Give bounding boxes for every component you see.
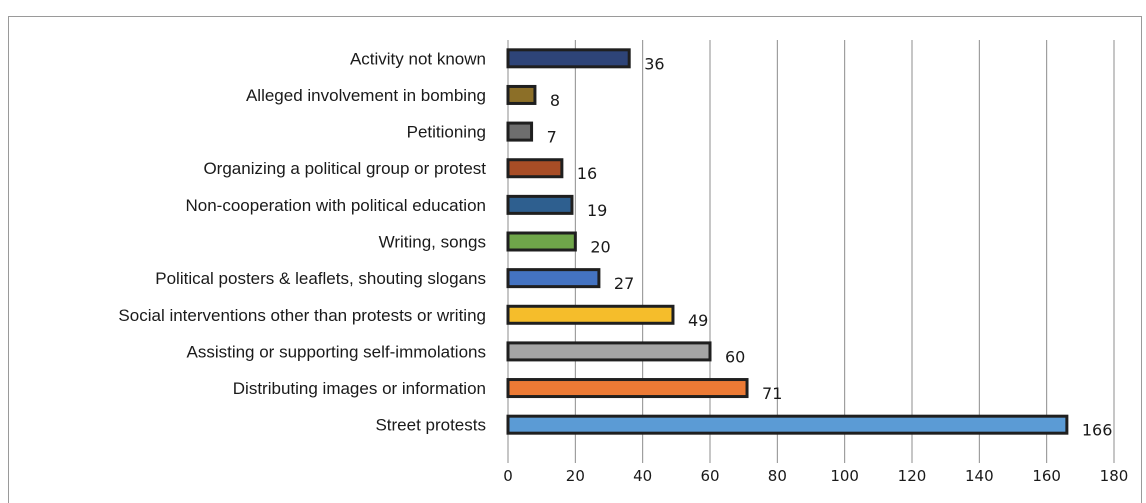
category-label-0: Activity not known [350, 49, 486, 68]
value-label-7: 49 [688, 311, 708, 330]
bar-5 [506, 231, 577, 252]
bar-9 [506, 378, 749, 399]
x-axis-ticks: 0 20 40 60 80 100 120 140 160 180 [503, 467, 1128, 485]
bar-0 [506, 48, 631, 69]
value-label-8: 60 [725, 347, 745, 366]
category-label-4: Non-cooperation with political education [185, 196, 486, 215]
x-tick-40: 40 [633, 467, 652, 485]
value-label-3: 16 [577, 164, 597, 183]
value-label-5: 20 [590, 238, 610, 257]
bar-7 [506, 304, 675, 325]
x-tick-160: 160 [1032, 467, 1061, 485]
category-label-7: Social interventions other than protests… [118, 306, 486, 325]
x-tick-100: 100 [830, 467, 859, 485]
bar-2 [506, 121, 534, 142]
bar-8 [506, 341, 712, 362]
category-label-10: Street protests [375, 416, 486, 435]
bar-6 [506, 268, 601, 289]
value-label-6: 27 [614, 274, 634, 293]
category-label-5: Writing, songs [379, 233, 486, 252]
x-tick-80: 80 [768, 467, 787, 485]
value-label-10: 166 [1082, 421, 1113, 440]
bar-4 [506, 194, 574, 215]
bar-3 [506, 158, 564, 179]
category-label-1: Alleged involvement in bombing [246, 86, 486, 105]
x-tick-60: 60 [700, 467, 719, 485]
category-label-8: Assisting or supporting self-immolations [186, 342, 486, 361]
x-tick-0: 0 [503, 467, 513, 485]
x-tick-120: 120 [898, 467, 927, 485]
value-label-4: 19 [587, 201, 607, 220]
x-tick-20: 20 [566, 467, 585, 485]
value-label-1: 8 [550, 91, 560, 110]
bars [506, 48, 1069, 435]
category-labels: Activity not known Alleged involvement in… [118, 49, 486, 434]
category-label-2: Petitioning [407, 123, 486, 142]
value-label-9: 71 [762, 384, 782, 403]
bar-10 [506, 414, 1069, 435]
value-label-2: 7 [547, 128, 557, 147]
bar-1 [506, 84, 537, 105]
value-label-0: 36 [644, 54, 664, 73]
x-tick-180: 180 [1100, 467, 1129, 485]
x-tick-140: 140 [965, 467, 994, 485]
category-label-9: Distributing images or information [233, 379, 486, 398]
category-label-6: Political posters & leaflets, shouting s… [155, 269, 486, 288]
category-label-3: Organizing a political group or protest [203, 159, 486, 178]
